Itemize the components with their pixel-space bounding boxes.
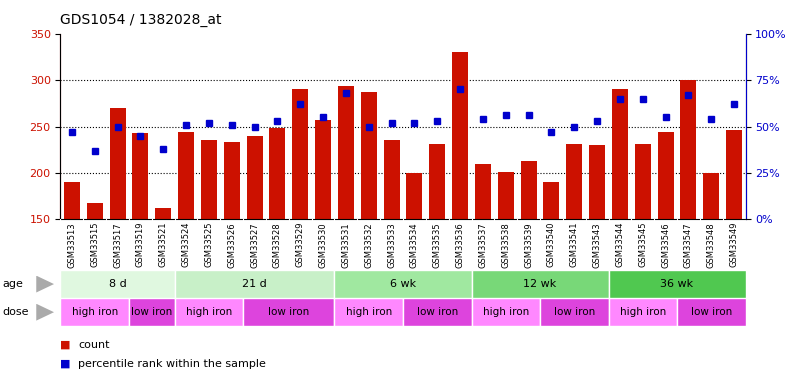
Text: low iron: low iron: [554, 307, 595, 317]
Text: 12 wk: 12 wk: [523, 279, 557, 289]
Bar: [403, 298, 472, 326]
Text: GSM33546: GSM33546: [661, 222, 670, 267]
Text: 8 d: 8 d: [109, 279, 127, 289]
Bar: [521, 161, 537, 358]
Text: GSM33517: GSM33517: [113, 222, 122, 267]
Text: GSM33548: GSM33548: [707, 222, 716, 267]
Text: ■: ■: [60, 340, 71, 350]
Bar: [384, 141, 400, 358]
Text: GSM33537: GSM33537: [479, 222, 488, 268]
Bar: [334, 298, 403, 326]
Text: 6 wk: 6 wk: [390, 279, 416, 289]
Bar: [269, 128, 285, 358]
Bar: [726, 130, 742, 358]
Text: GSM33521: GSM33521: [159, 222, 168, 267]
Text: GSM33543: GSM33543: [592, 222, 601, 267]
Bar: [60, 270, 175, 298]
Bar: [589, 145, 605, 358]
Text: GSM33549: GSM33549: [729, 222, 738, 267]
Bar: [609, 298, 677, 326]
Bar: [609, 270, 746, 298]
Text: GSM33531: GSM33531: [342, 222, 351, 267]
Text: GSM33534: GSM33534: [410, 222, 419, 267]
Text: high iron: high iron: [483, 307, 529, 317]
Text: GSM33533: GSM33533: [387, 222, 396, 268]
Text: GSM33524: GSM33524: [181, 222, 190, 267]
Text: GSM33527: GSM33527: [250, 222, 259, 267]
Bar: [540, 298, 609, 326]
Bar: [178, 132, 194, 358]
Bar: [406, 173, 422, 358]
Text: high iron: high iron: [72, 307, 118, 317]
Bar: [129, 298, 175, 326]
Bar: [430, 144, 445, 358]
Text: GSM33540: GSM33540: [547, 222, 556, 267]
Text: GSM33544: GSM33544: [616, 222, 625, 267]
Text: GSM33545: GSM33545: [638, 222, 647, 267]
Bar: [293, 88, 308, 358]
Bar: [361, 92, 376, 358]
Text: dose: dose: [2, 307, 29, 317]
Polygon shape: [36, 304, 54, 321]
Text: GSM33535: GSM33535: [433, 222, 442, 267]
Bar: [201, 141, 217, 358]
Bar: [110, 108, 126, 358]
Bar: [132, 133, 148, 358]
Text: GSM33529: GSM33529: [296, 222, 305, 267]
Text: age: age: [2, 279, 23, 289]
Text: GSM33538: GSM33538: [501, 222, 510, 268]
Bar: [680, 80, 696, 358]
Text: GSM33530: GSM33530: [318, 222, 327, 267]
Text: 21 d: 21 d: [242, 279, 267, 289]
Text: ■: ■: [60, 359, 71, 369]
Bar: [452, 53, 468, 358]
Bar: [243, 298, 334, 326]
Text: 36 wk: 36 wk: [660, 279, 694, 289]
Text: GSM33528: GSM33528: [273, 222, 282, 267]
Text: GSM33532: GSM33532: [364, 222, 373, 267]
Bar: [156, 208, 171, 358]
Bar: [472, 270, 609, 298]
Bar: [677, 298, 746, 326]
Bar: [175, 270, 334, 298]
Bar: [635, 144, 650, 358]
Bar: [315, 120, 331, 358]
Text: GSM33526: GSM33526: [227, 222, 236, 267]
Text: GSM33539: GSM33539: [524, 222, 533, 267]
Text: low iron: low iron: [417, 307, 458, 317]
Text: count: count: [78, 340, 110, 350]
Bar: [658, 132, 674, 358]
Bar: [612, 90, 628, 358]
Text: GSM33547: GSM33547: [684, 222, 693, 267]
Bar: [543, 182, 559, 358]
Bar: [338, 86, 354, 358]
Bar: [60, 298, 129, 326]
Text: low iron: low iron: [131, 307, 172, 317]
Text: GSM33513: GSM33513: [68, 222, 77, 267]
Text: GDS1054 / 1382028_at: GDS1054 / 1382028_at: [60, 13, 222, 27]
Text: GSM33519: GSM33519: [136, 222, 145, 267]
Polygon shape: [36, 276, 54, 292]
Text: GSM33541: GSM33541: [570, 222, 579, 267]
Text: GSM33525: GSM33525: [205, 222, 214, 267]
Bar: [334, 270, 472, 298]
Bar: [247, 136, 263, 358]
Bar: [87, 202, 102, 358]
Bar: [704, 173, 719, 358]
Bar: [64, 182, 80, 358]
Bar: [224, 142, 239, 358]
Text: percentile rank within the sample: percentile rank within the sample: [78, 359, 266, 369]
Text: high iron: high iron: [346, 307, 392, 317]
Text: GSM33515: GSM33515: [90, 222, 99, 267]
Text: low iron: low iron: [691, 307, 732, 317]
Bar: [567, 144, 582, 358]
Bar: [472, 298, 540, 326]
Text: low iron: low iron: [268, 307, 310, 317]
Bar: [498, 172, 513, 358]
Text: GSM33536: GSM33536: [455, 222, 464, 268]
Text: high iron: high iron: [620, 307, 666, 317]
Text: high iron: high iron: [185, 307, 232, 317]
Bar: [475, 164, 491, 358]
Bar: [175, 298, 243, 326]
